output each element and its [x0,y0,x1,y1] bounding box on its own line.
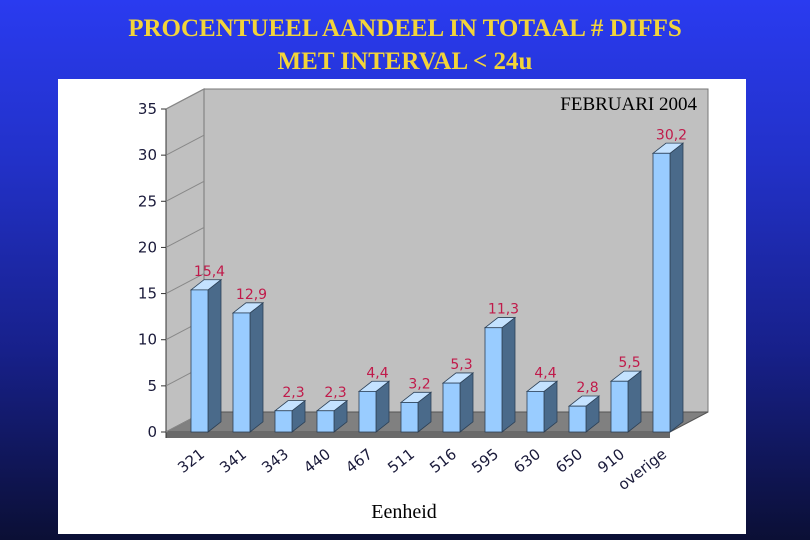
chart-panel: 0 5 10 15 20 25 30 35 15,4 12,9 2,3 2,3 4,4 3,2 5,3 11… [58,79,746,534]
y-tick-label: 5 [147,377,157,395]
bar [357,380,391,433]
bar-front [232,312,251,433]
x-tick-label: 630 [510,445,544,477]
wall-gridline [165,88,205,110]
bar [231,301,265,433]
x-tick-label: 341 [216,445,250,477]
x-tick-label: 650 [552,445,586,477]
bar [441,372,475,433]
bar [483,316,517,433]
bar-side [669,142,684,433]
bar-front [442,382,461,433]
y-tick-label: 0 [147,423,157,441]
y-tick-label: 35 [138,100,157,118]
x-axis-label: Eenheid [371,501,437,523]
bar-front [568,405,587,433]
bar-front [358,390,377,433]
data-label: 2,8 [576,380,598,396]
data-label: 5,5 [618,355,640,371]
bar [567,395,601,433]
bar-front [400,402,419,433]
y-tick-label: 25 [138,192,157,210]
bar-side [249,301,264,433]
bar-side [501,316,516,433]
x-tick-label: 321 [174,445,208,477]
data-label: 11,3 [488,302,519,318]
bar-front [526,390,545,433]
data-label: 2,3 [324,385,346,401]
y-tick-label: 20 [138,238,157,256]
data-label: 5,3 [450,357,472,373]
title-line-1: PROCENTUEEL AANDEEL IN TOTAAL # DIFFS [128,15,682,42]
title-line-2: MET INTERVAL < 24u [277,48,533,75]
x-tick-label: 511 [384,445,418,477]
bar [273,399,307,433]
bar-side [627,370,642,433]
bar [651,142,685,433]
x-tick-label: 343 [258,445,292,477]
bar-front [610,380,629,433]
data-label: 3,2 [408,376,430,392]
bar [609,370,643,433]
bar [525,380,559,433]
bar-front [274,410,293,433]
data-label: 4,4 [534,365,556,381]
bar [399,391,433,433]
data-label: 2,3 [282,385,304,401]
slide-title: PROCENTUEEL AANDEEL IN TOTAAL # DIFFS ME… [0,12,810,78]
data-label: 30,2 [656,127,687,143]
x-tick-label: 467 [342,445,376,477]
bar-chart: 0 5 10 15 20 25 30 35 15,4 12,9 2,3 2,3 4,4 3,2 5,3 11… [138,88,709,523]
bar-side [207,278,222,433]
bar [315,399,349,433]
y-tick-label: 15 [138,285,157,303]
data-label: 4,4 [366,365,388,381]
y-tick-label: 10 [138,331,157,349]
wall-gridline [165,180,205,202]
y-tick-label: 30 [138,146,157,164]
wall-gridline [165,226,205,248]
chart-subtitle: FEBRUARI 2004 [560,94,697,115]
x-tick-label: 440 [300,445,334,477]
x-tick-label: 516 [426,445,460,477]
x-tick-label: overige [614,445,670,494]
x-tick-label: 595 [468,445,502,477]
bar-front [484,327,503,433]
bar [189,278,223,433]
data-label: 15,4 [194,264,225,280]
bar-front [652,152,671,433]
bar-front [190,289,209,433]
bar-front [316,410,335,433]
wall-gridline [165,273,205,295]
chart-floor-edge [166,432,670,438]
data-label: 12,9 [236,287,267,303]
wall-gridline [165,134,205,156]
